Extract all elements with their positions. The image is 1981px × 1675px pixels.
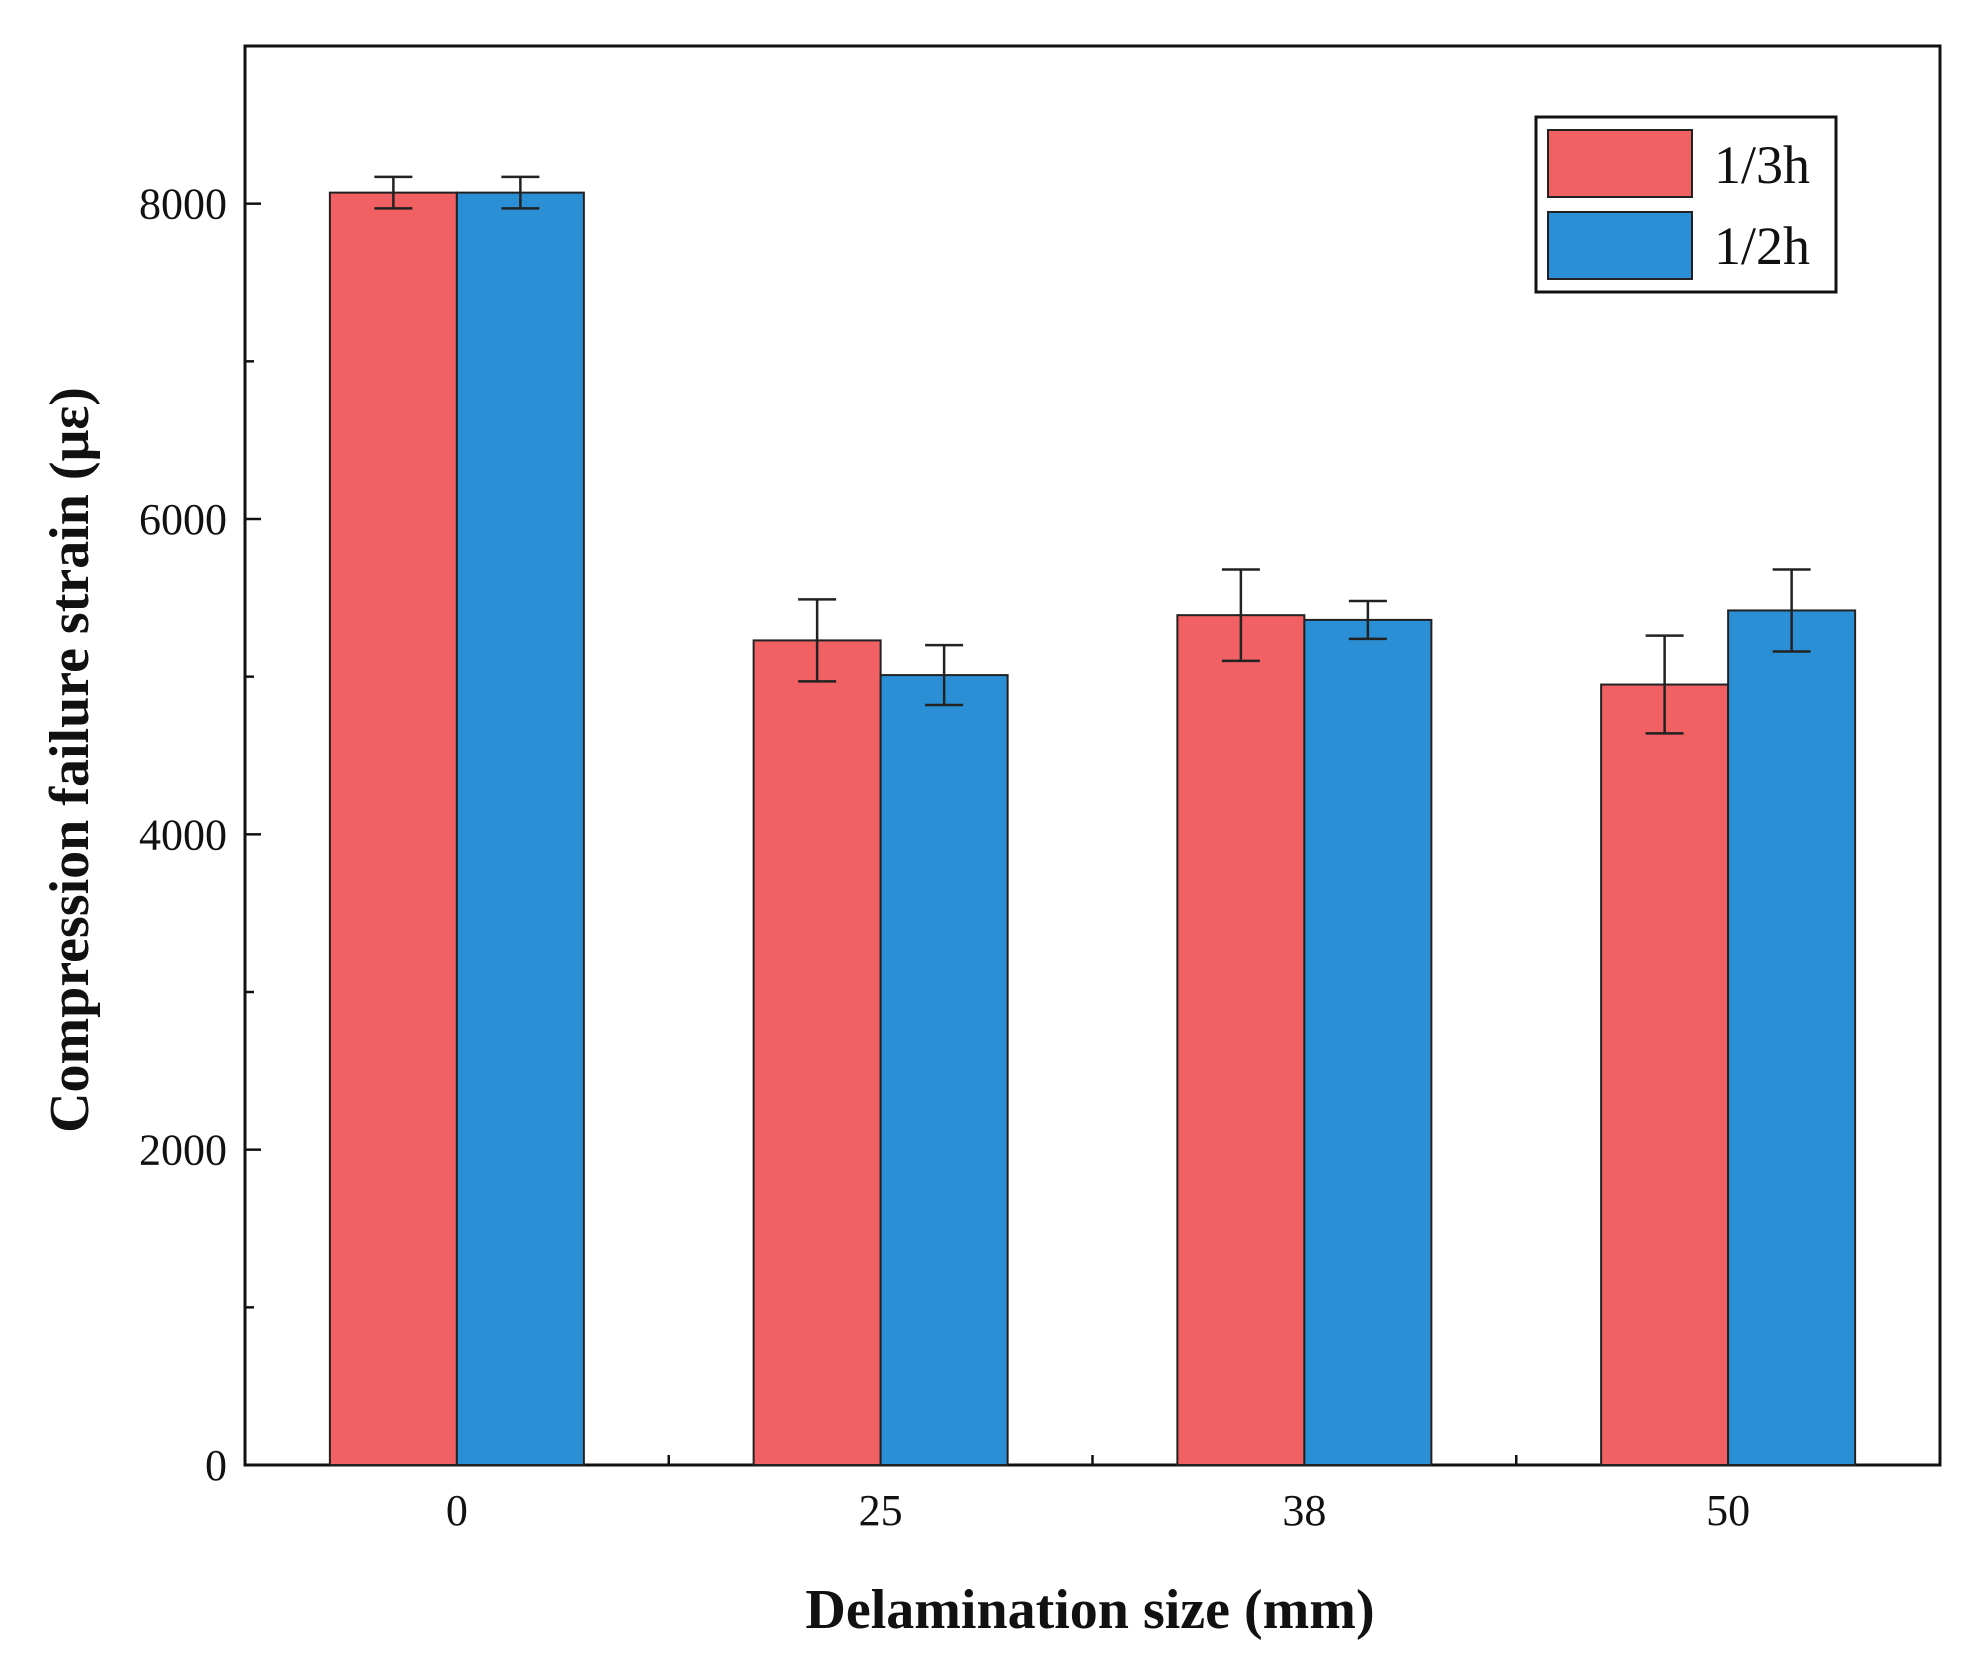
bar-1-3h-25 [752, 639, 882, 1466]
bar-1-3h-0 [328, 191, 458, 1466]
y-tick-label: 0 [205, 1441, 227, 1490]
x-tick-label: 50 [1706, 1486, 1750, 1535]
x-tick-label: 0 [446, 1486, 468, 1535]
y-tick-label: 2000 [139, 1126, 227, 1175]
legend-swatch-1-3h [1547, 129, 1693, 198]
bars [328, 191, 1857, 1466]
y-tick-label: 6000 [139, 495, 227, 544]
legend: 1/3h 1/2h [1534, 115, 1838, 294]
bar-1-2h-0 [455, 191, 585, 1466]
x-tick-label: 38 [1282, 1486, 1326, 1535]
bar-1-2h-38 [1303, 618, 1433, 1466]
y-axis: 0 2000 4000 6000 8000 [139, 44, 261, 1490]
bar-1-2h-25 [879, 674, 1009, 1466]
y-tick-label: 8000 [139, 180, 227, 229]
legend-label-1-2h: 1/2h [1714, 216, 1810, 276]
x-axis-title: Delamination size (mm) [805, 1579, 1374, 1641]
bar-1-3h-38 [1176, 614, 1306, 1466]
x-axis: 0 25 38 50 [446, 1455, 1750, 1535]
bar-1-2h-50 [1727, 609, 1857, 1466]
y-axis-title: Compression failure strain (με) [39, 387, 101, 1133]
y-tick-label: 4000 [139, 810, 227, 859]
error-bars [374, 175, 1811, 735]
legend-label-1-3h: 1/3h [1714, 135, 1810, 195]
x-tick-label: 25 [859, 1486, 903, 1535]
legend-swatch-1-2h [1547, 211, 1693, 280]
bar-1-3h-50 [1600, 683, 1730, 1466]
